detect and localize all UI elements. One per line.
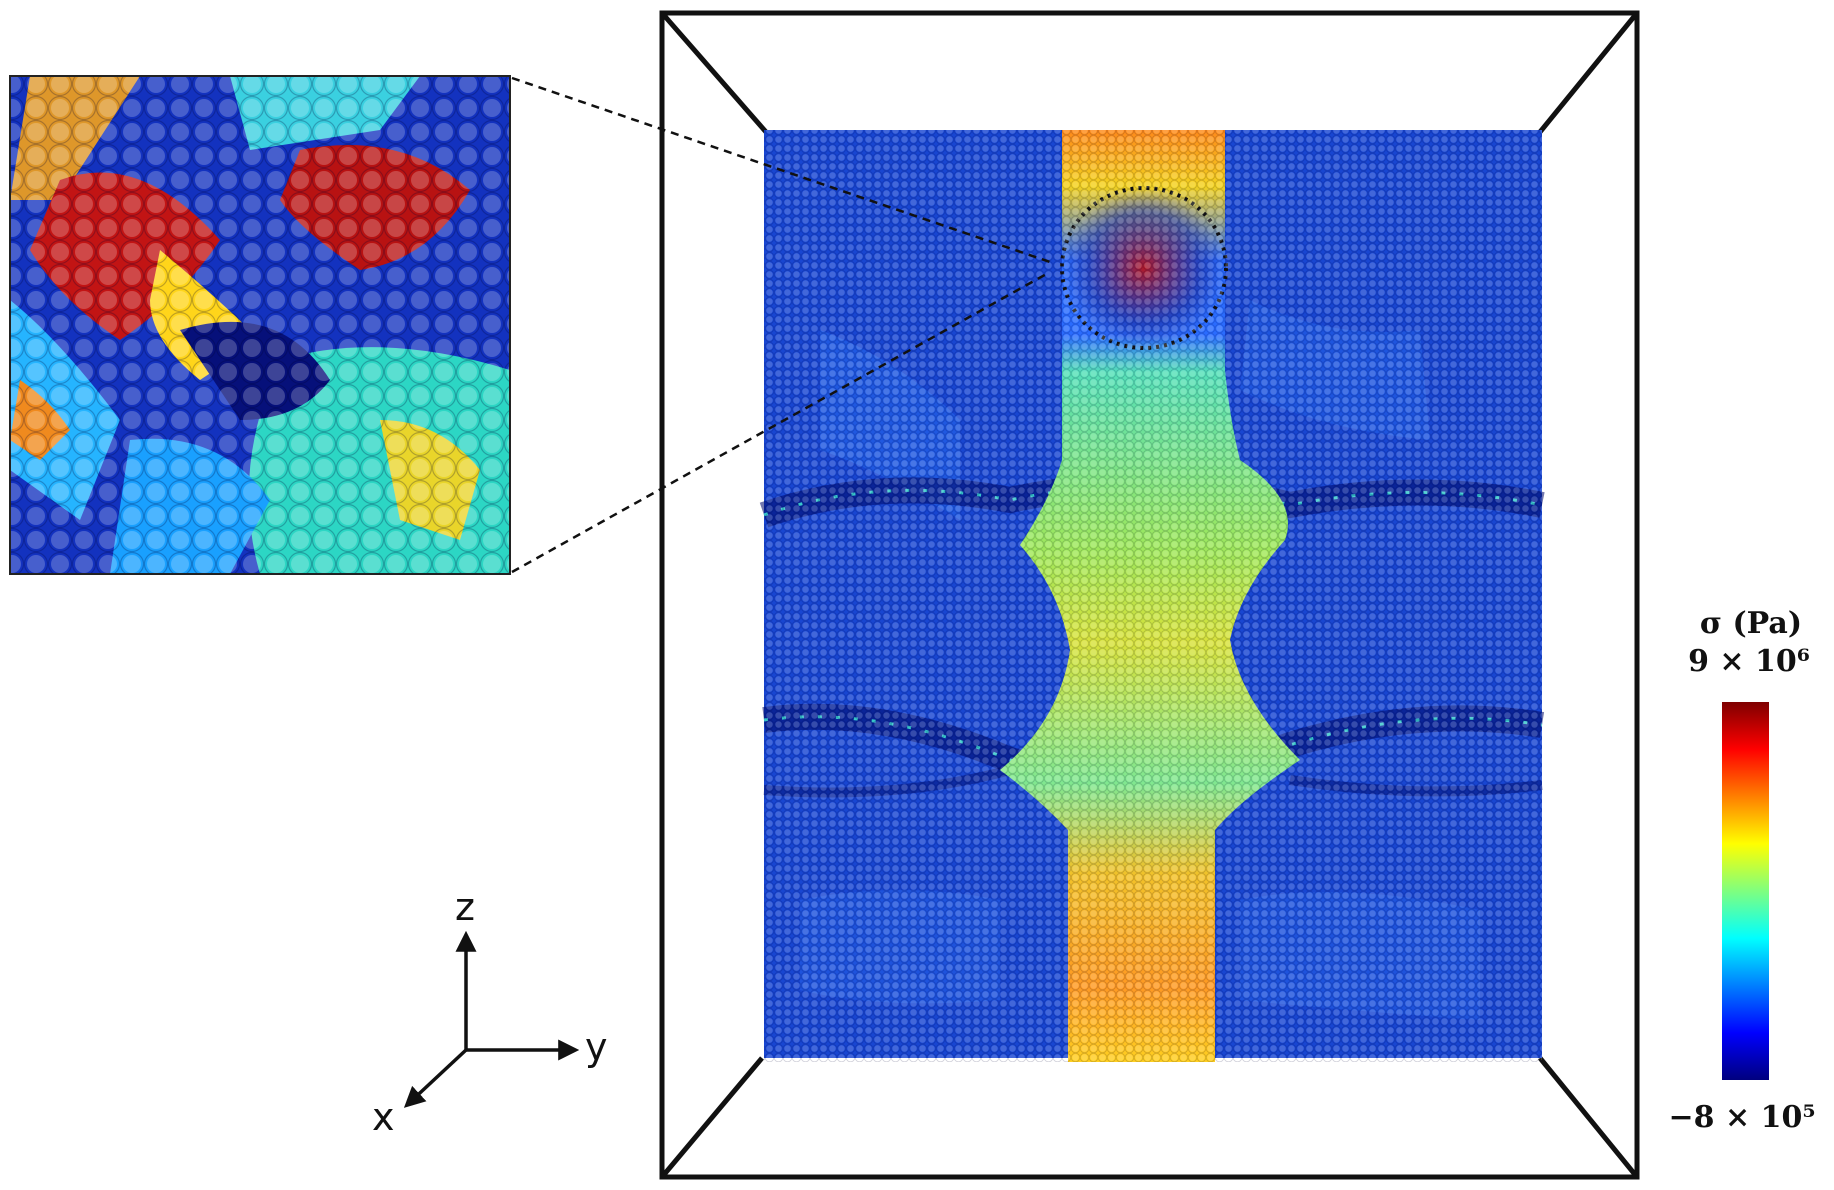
zoom-lines [511, 76, 1051, 574]
colorbar-max-label: 9 × 10⁶ [1688, 644, 1810, 679]
bounding-box [659, 10, 1640, 1180]
particle-block [759, 130, 1545, 1062]
axis-y-label: y [585, 1025, 608, 1069]
colorbar [1722, 702, 1769, 1080]
axis-z-label: z [455, 885, 475, 929]
colorbar-title: σ (Pa) [1699, 606, 1803, 641]
inset-zoom [10, 76, 510, 574]
axis-triad [403, 930, 580, 1108]
axis-x-label: x [372, 1095, 395, 1139]
colorbar-min-label: −8 × 10⁵ [1668, 1100, 1816, 1135]
